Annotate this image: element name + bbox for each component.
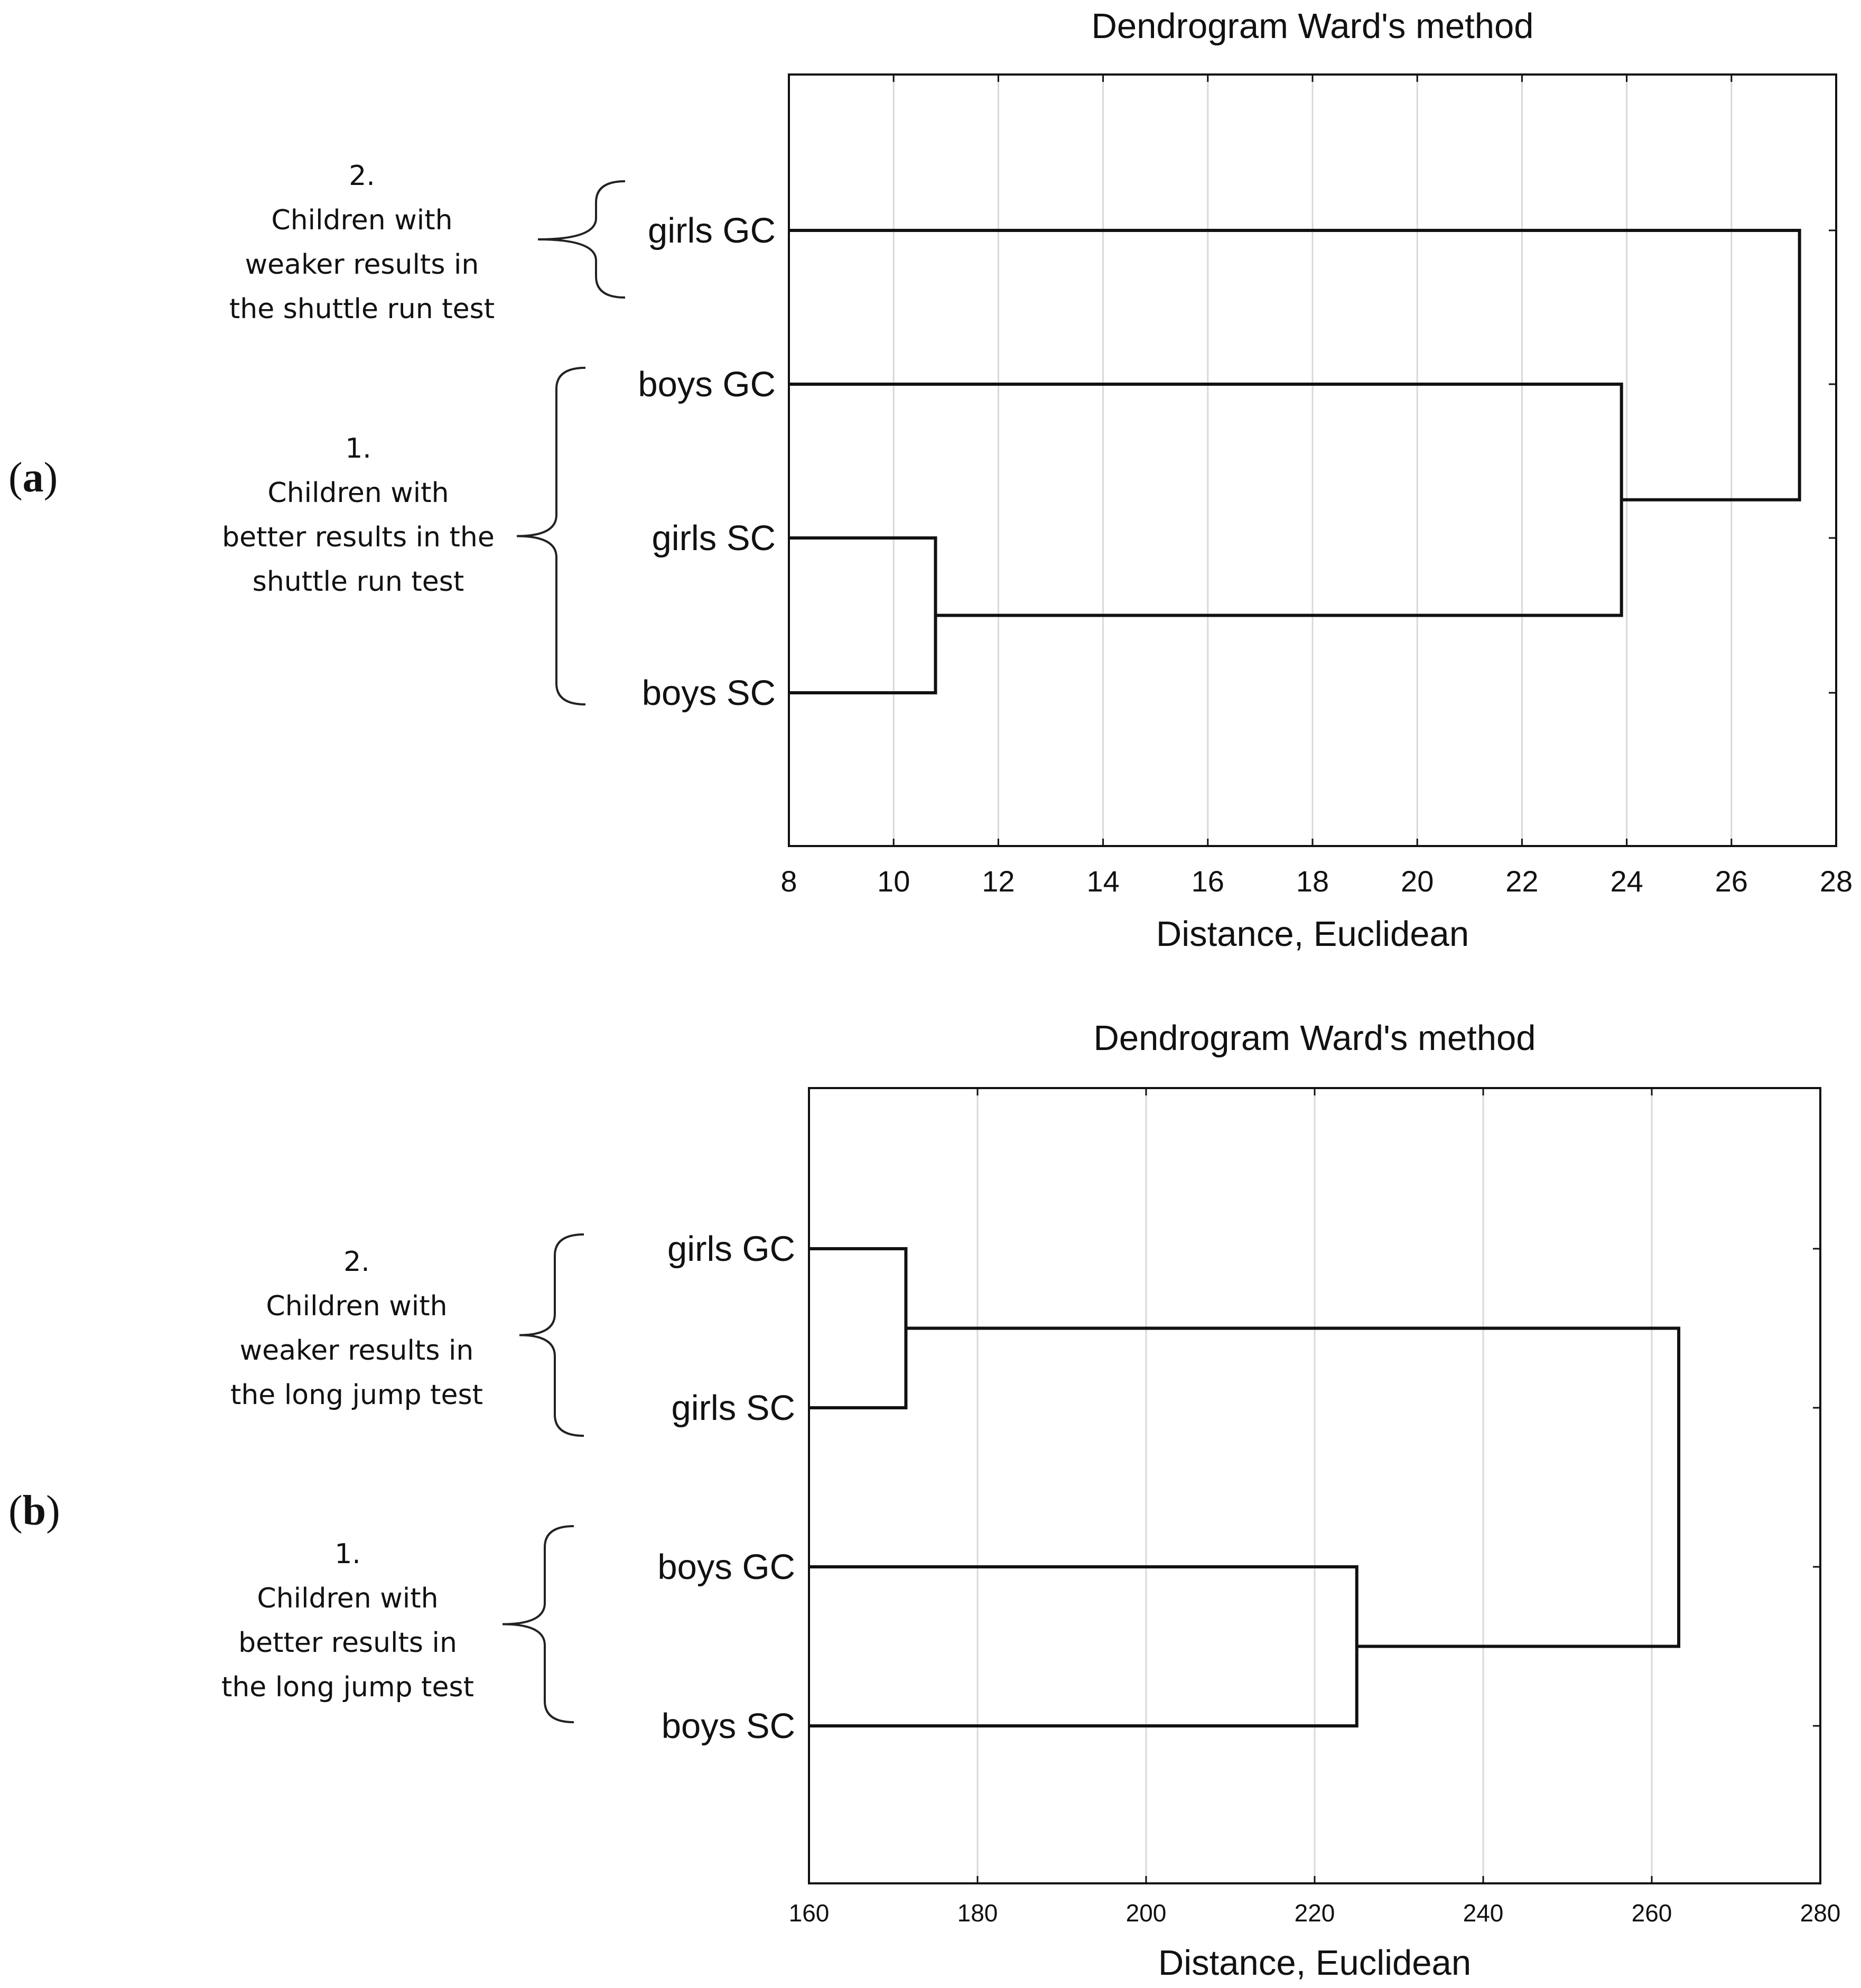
leaf-label: boys GC: [638, 365, 776, 404]
group-number: 2.: [343, 1246, 370, 1278]
leaf-label: boys GC: [657, 1547, 795, 1587]
x-tick-label: 280: [1800, 1899, 1841, 1927]
group-brace: [516, 367, 586, 705]
x-axis-label: Distance, Euclidean: [1158, 1943, 1471, 1983]
x-tick-label: 10: [877, 865, 910, 898]
x-tick-label: 26: [1715, 865, 1748, 898]
dendrogram-panel-a: (a) Dendrogram Ward's method 8 10 12 14 16 18 20…: [8, 6, 1853, 954]
x-tick-label: 8: [780, 865, 797, 898]
group-description-line: Children with: [267, 477, 449, 509]
group-description-line: the shuttle run test: [229, 293, 495, 325]
dendrogram-link-1: [809, 1247, 908, 1409]
x-tick-label: 28: [1820, 865, 1853, 898]
group-number: 1.: [334, 1538, 361, 1570]
x-tick-label: 220: [1295, 1899, 1335, 1927]
x-tick-label: 14: [1086, 865, 1119, 898]
dendrogram-link-3: [906, 1326, 1681, 1648]
leaf-label: girls SC: [671, 1388, 795, 1428]
group-description-line: shuttle run test: [253, 566, 464, 598]
group-description-line: Children with: [257, 1583, 438, 1614]
x-tick-label: 240: [1463, 1899, 1504, 1927]
x-tick-label: 200: [1126, 1899, 1167, 1927]
dendrogram-link-3: [789, 229, 1801, 501]
x-axis-label: Distance, Euclidean: [1156, 914, 1469, 954]
leaf-label: boys SC: [642, 673, 776, 713]
chart-title: Dendrogram Ward's method: [1094, 1018, 1536, 1058]
group-description-line: weaker results in: [245, 249, 479, 281]
x-tick-label: 18: [1296, 865, 1329, 898]
group-number: 2.: [349, 160, 375, 192]
group-description-line: the long jump test: [230, 1379, 483, 1411]
dendrogram-panel-b: (b) Dendrogram Ward's method 160 180 200 220 2…: [8, 1018, 1840, 1983]
x-tick-label: 180: [957, 1899, 998, 1927]
leaf-label: girls GC: [667, 1229, 795, 1269]
chart-title: Dendrogram Ward's method: [1092, 6, 1534, 46]
x-tick-label: 24: [1610, 865, 1643, 898]
dendrogram-link-2: [809, 1565, 1358, 1727]
leaf-label: girls GC: [648, 211, 776, 250]
leaf-label: girls SC: [652, 518, 776, 558]
group-number: 1.: [345, 433, 371, 465]
x-tick-label: 22: [1505, 865, 1538, 898]
group-description-line: Children with: [271, 205, 452, 236]
x-tick-label: 20: [1401, 865, 1434, 898]
group-brace: [537, 180, 626, 299]
group-description-line: Children with: [266, 1290, 447, 1322]
leaf-label: boys SC: [662, 1706, 795, 1746]
x-tick-label: 160: [789, 1899, 830, 1927]
x-tick-label: 16: [1192, 865, 1224, 898]
group-brace: [519, 1233, 584, 1437]
dendrogram-link-1: [789, 536, 937, 694]
group-brace: [502, 1525, 574, 1723]
dendrogram-link-2: [789, 383, 1623, 617]
group-description-line: better results in the: [222, 522, 495, 553]
group-description-line: the long jump test: [221, 1671, 474, 1703]
x-tick-label: 260: [1632, 1899, 1672, 1927]
group-description-line: weaker results in: [240, 1335, 474, 1367]
panel-label: (b): [8, 1488, 60, 1534]
panel-label: (a): [8, 454, 58, 501]
group-description-line: better results in: [238, 1627, 457, 1659]
x-tick-label: 12: [982, 865, 1015, 898]
